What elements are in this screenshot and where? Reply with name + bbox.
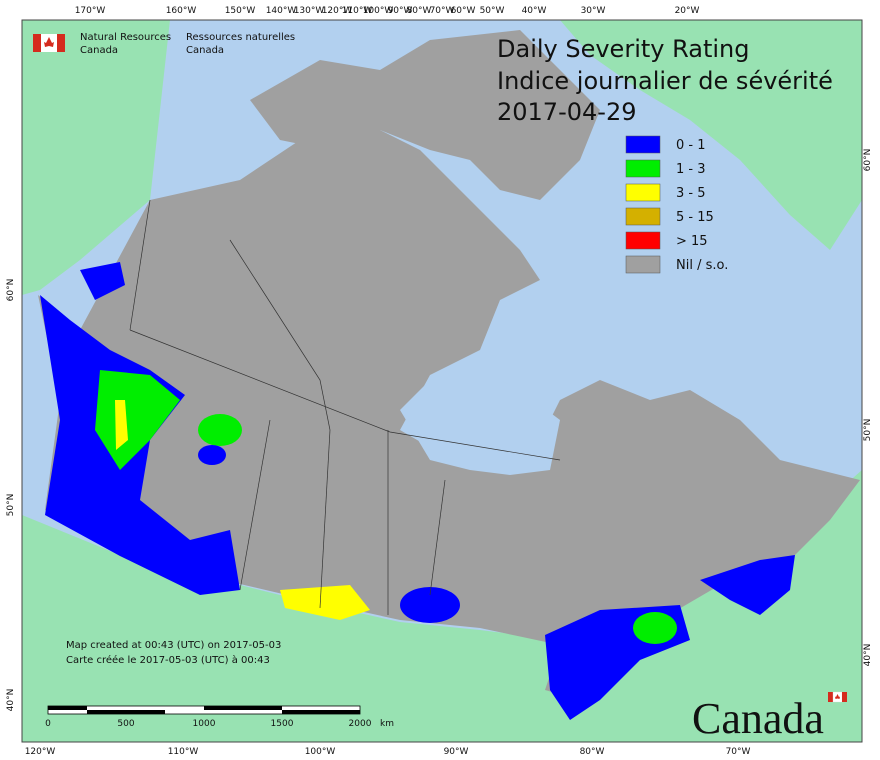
legend-swatch xyxy=(625,255,661,274)
legend-swatch xyxy=(625,207,661,226)
lon-label-top: 110°W xyxy=(342,6,373,16)
fire-zone-maritimes xyxy=(700,555,795,615)
lon-label-top: 40°W xyxy=(522,6,547,16)
legend: 0 - 1 1 - 3 3 - 5 5 - 15 > 15 Nil / s.o. xyxy=(625,135,728,274)
title-en: Daily Severity Rating xyxy=(497,35,749,63)
created-en: Map created at 00:43 (UTC) on 2017-05-03 xyxy=(66,640,281,651)
lon-label-top: 30°W xyxy=(581,6,606,16)
fire-zone-nwt-blue xyxy=(198,445,226,465)
map-body xyxy=(22,20,862,742)
lon-label-top: 90°W xyxy=(388,6,413,16)
scale-label: 2000 xyxy=(349,719,372,729)
alaska xyxy=(22,20,170,295)
fire-zone-west-yellow xyxy=(115,400,128,450)
fire-zone-nwt xyxy=(198,414,242,446)
fire-zone-prairie-yellow xyxy=(280,585,370,620)
lon-label-bottom: 90°W xyxy=(444,747,469,757)
scale-label: 1000 xyxy=(193,719,216,729)
lat-label-left: 60°N xyxy=(6,279,16,302)
lat-label-left: 50°N xyxy=(6,494,16,517)
lon-label-top: 50°W xyxy=(480,6,505,16)
scale-label: 0 xyxy=(45,719,51,729)
borders xyxy=(129,199,561,615)
lat-label-right: 60°N xyxy=(863,149,873,172)
legend-swatch xyxy=(625,231,661,250)
lon-label-top: 100°W xyxy=(363,6,394,16)
scale-unit: km xyxy=(380,719,394,729)
canada-flag-mark xyxy=(828,691,847,703)
hudson-bay xyxy=(400,370,560,475)
lon-label-top: 150°W xyxy=(225,6,256,16)
lon-label-top: 20°W xyxy=(675,6,700,16)
legend-swatch xyxy=(625,159,661,178)
legend-label: 5 - 15 xyxy=(676,210,714,225)
arctic-islands xyxy=(250,30,600,200)
agency-fr-2: Canada xyxy=(186,45,224,56)
scale-label: 500 xyxy=(117,719,134,729)
canada xyxy=(38,120,860,700)
legend-swatch xyxy=(625,135,661,154)
agency-fr: Ressources naturelles xyxy=(186,32,295,43)
lon-label-top: 80°W xyxy=(407,6,432,16)
lon-label-top: 120°W xyxy=(322,6,353,16)
scale-label: 1500 xyxy=(271,719,294,729)
lat-label-right: 40°N xyxy=(863,644,873,667)
greenland xyxy=(560,20,862,250)
scale-bar xyxy=(47,705,361,715)
lon-label-top: 160°W xyxy=(166,6,197,16)
lon-label-top: 60°W xyxy=(451,6,476,16)
lon-label-bottom: 70°W xyxy=(726,747,751,757)
scale-labels: 0 500 1000 1500 2000 xyxy=(45,719,372,729)
map-date: 2017-04-29 xyxy=(497,98,636,126)
graticule-labels: 170°W 160°W 150°W 140°W130°W120°W110°W100°W… xyxy=(6,6,873,757)
legend-label: Nil / s.o. xyxy=(676,258,728,273)
fire-zone-ontario-west xyxy=(400,587,460,623)
agency-en-2: Canada xyxy=(80,45,118,56)
lon-label-bottom: 110°W xyxy=(168,747,199,757)
lon-label-top: 170°W xyxy=(75,6,106,16)
canada-wordmark: Canada xyxy=(692,694,824,743)
lon-label-top: 140°W xyxy=(266,6,297,16)
usa xyxy=(22,470,862,742)
fire-zone-quebec-green xyxy=(633,612,677,644)
legend-label: 0 - 1 xyxy=(676,138,706,153)
nrcan-logo xyxy=(33,34,65,52)
fire-zone-yukon xyxy=(80,262,125,300)
lat-label-right: 50°N xyxy=(863,419,873,442)
legend-label: > 15 xyxy=(676,234,708,249)
legend-label: 1 - 3 xyxy=(676,162,706,177)
lon-label-bottom: 120°W xyxy=(25,747,56,757)
created-fr: Carte créée le 2017-05-03 (UTC) à 00:43 xyxy=(66,654,270,666)
lon-label-top: 130°W xyxy=(294,6,325,16)
legend-swatch xyxy=(625,183,661,202)
legend-label: 3 - 5 xyxy=(676,186,706,201)
title-fr: Indice journalier de sévérité xyxy=(497,67,833,95)
lon-label-top: 70°W xyxy=(430,6,455,16)
lon-label-bottom: 100°W xyxy=(305,747,336,757)
agency-en: Natural Resources xyxy=(80,32,171,43)
map-frame xyxy=(21,19,863,743)
lat-label-left: 40°N xyxy=(6,689,16,712)
lon-label-bottom: 80°W xyxy=(580,747,605,757)
